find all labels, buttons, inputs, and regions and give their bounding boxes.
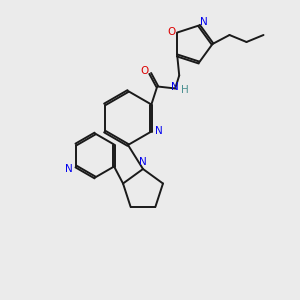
Text: O: O [167,26,175,37]
Text: O: O [140,67,148,76]
Text: N: N [171,82,179,92]
Text: N: N [154,127,162,136]
Text: H: H [181,85,189,95]
Text: N: N [200,17,208,28]
Text: N: N [139,157,147,167]
Text: N: N [65,164,73,173]
